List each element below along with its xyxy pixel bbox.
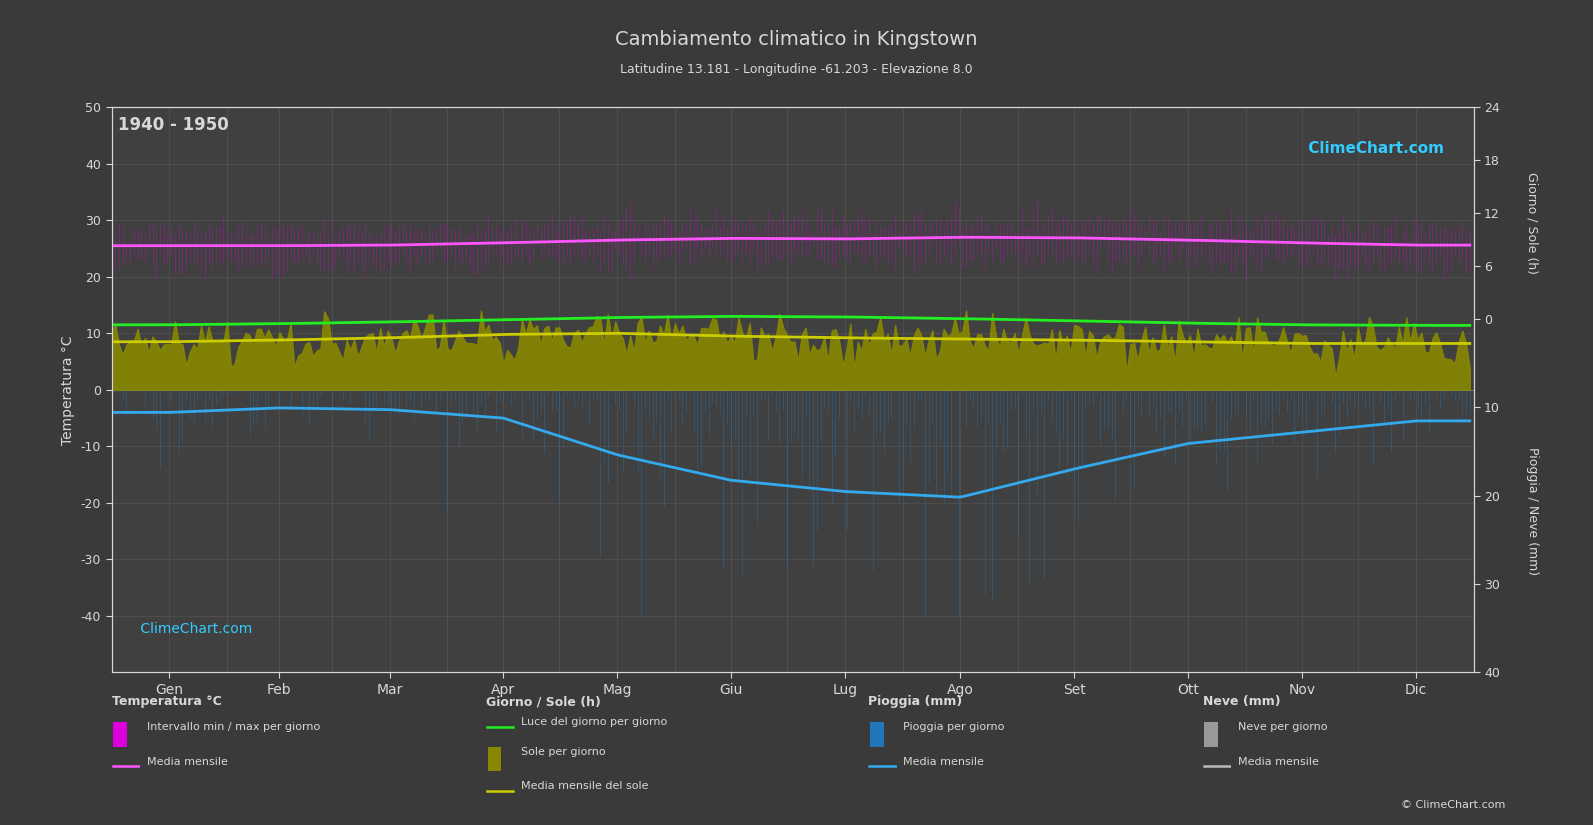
Text: Giorno / Sole (h): Giorno / Sole (h) [486,695,601,709]
Y-axis label: Temperatura °C: Temperatura °C [61,335,75,445]
Bar [487,747,502,771]
Text: Media mensile: Media mensile [1238,757,1319,766]
Text: Neve per giorno: Neve per giorno [1238,722,1327,732]
Text: Pioggia / Neve (mm): Pioggia / Neve (mm) [1526,447,1539,576]
Text: ClimeChart.com: ClimeChart.com [1303,141,1445,156]
Bar [1204,722,1219,747]
Text: Pioggia per giorno: Pioggia per giorno [903,722,1005,732]
Text: Media mensile: Media mensile [903,757,984,766]
Text: Sole per giorno: Sole per giorno [521,747,605,757]
Text: Cambiamento climatico in Kingstown: Cambiamento climatico in Kingstown [615,31,978,50]
Text: Neve (mm): Neve (mm) [1203,695,1281,709]
Text: Pioggia (mm): Pioggia (mm) [868,695,962,709]
Text: Luce del giorno per giorno: Luce del giorno per giorno [521,717,667,727]
Text: Giorno / Sole (h): Giorno / Sole (h) [1526,172,1539,274]
Bar [870,722,884,747]
Text: 1940 - 1950: 1940 - 1950 [118,116,229,134]
Text: © ClimeChart.com: © ClimeChart.com [1400,800,1505,810]
Text: Media mensile del sole: Media mensile del sole [521,781,648,791]
Text: Media mensile: Media mensile [147,757,228,766]
Bar [113,722,127,747]
Text: ClimeChart.com: ClimeChart.com [135,622,252,635]
Text: Intervallo min / max per giorno: Intervallo min / max per giorno [147,722,320,732]
Text: Latitudine 13.181 - Longitudine -61.203 - Elevazione 8.0: Latitudine 13.181 - Longitudine -61.203 … [620,63,973,76]
Text: Temperatura °C: Temperatura °C [112,695,221,709]
